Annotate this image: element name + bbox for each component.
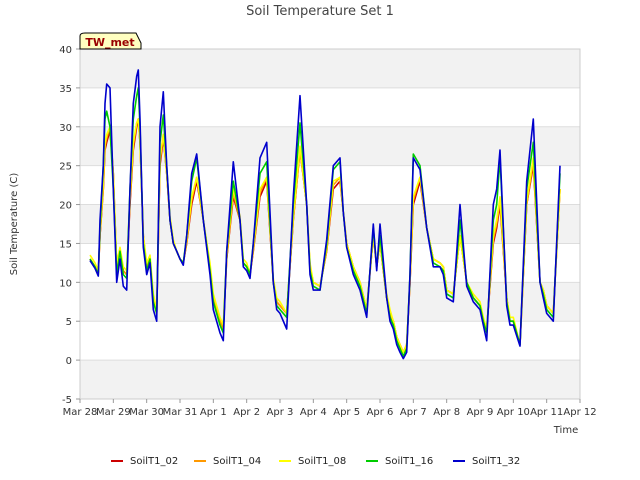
legend-label: SoilT1_02 — [130, 456, 178, 467]
x-tick-label: Apr 9 — [467, 407, 494, 418]
x-tick-label: Apr 3 — [267, 407, 294, 418]
legend-item: SoilT1_16 — [366, 456, 433, 467]
x-tick-label: Apr 11 — [530, 407, 563, 418]
x-tick-label: Apr 8 — [433, 407, 460, 418]
background-band — [80, 126, 580, 166]
y-tick-label: 10 — [59, 278, 72, 289]
y-tick-label: 15 — [59, 239, 72, 250]
legend-label: SoilT1_32 — [472, 456, 520, 467]
legend: SoilT1_02 SoilT1_04 SoilT1_08 SoilT1_16 Soil… — [111, 456, 520, 467]
station-badge: TW_met — [79, 32, 142, 50]
background-band — [80, 360, 580, 399]
x-tick-label: Mar 30 — [129, 407, 164, 418]
x-tick-label: Mar 31 — [163, 407, 198, 418]
legend-item: SoilT1_08 — [279, 456, 346, 467]
plot-area-border — [79, 48, 581, 400]
legend-label: SoilT1_04 — [213, 456, 261, 467]
x-tick-label: Mar 28 — [63, 407, 98, 418]
y-axis-ticks: -5 0 5 10 15 20 25 30 35 40 — [59, 45, 80, 406]
x-tick-label: Apr 4 — [300, 407, 327, 418]
series-line-soilt1-32 — [89, 69, 561, 360]
legend-label: SoilT1_08 — [298, 456, 346, 467]
x-tick-label: Apr 2 — [233, 407, 260, 418]
y-tick-label: 35 — [59, 84, 72, 95]
y-tick-label: 0 — [66, 356, 72, 367]
legend-item: SoilT1_32 — [453, 456, 520, 467]
y-axis-title: Soil Temperature (C) — [9, 173, 20, 276]
background-band — [80, 282, 580, 322]
y-tick-label: 30 — [59, 123, 72, 134]
legend-label: SoilT1_16 — [385, 456, 433, 467]
y-tick-label: 40 — [59, 45, 72, 56]
x-axis-title: Time — [553, 425, 578, 436]
x-tick-label: Apr 5 — [333, 407, 360, 418]
chart-title: Soil Temperature Set 1 — [246, 4, 394, 19]
background-bands — [80, 49, 580, 399]
x-tick-label: Apr 7 — [400, 407, 427, 418]
station-badge-label: TW_met — [85, 36, 134, 49]
background-band — [80, 49, 580, 88]
y-tick-label: -5 — [62, 395, 72, 406]
x-tick-label: Mar 29 — [96, 407, 131, 418]
x-tick-label: Apr 10 — [497, 407, 530, 418]
x-tick-label: Apr 6 — [367, 407, 394, 418]
x-tick-label: Apr 1 — [200, 407, 227, 418]
series-lines — [89, 69, 561, 360]
legend-item: SoilT1_04 — [194, 456, 261, 467]
station-badge-shape — [79, 32, 142, 50]
y-tick-label: 25 — [59, 162, 72, 173]
y-tick-label: 5 — [66, 317, 72, 328]
y-tick-label: 20 — [59, 201, 72, 212]
legend-item: SoilT1_02 — [111, 456, 178, 467]
x-tick-label: Apr 12 — [563, 407, 596, 418]
